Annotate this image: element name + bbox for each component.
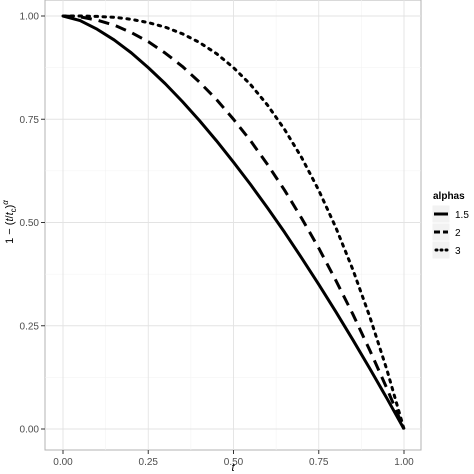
legend-items: 1.5 2 3	[431, 204, 469, 260]
y-axis-title-slash: /	[4, 214, 16, 218]
y-axis-title-alpha: α	[1, 200, 10, 205]
plot-panel	[44, 0, 422, 451]
y-tick-label: 1.00	[20, 12, 40, 23]
series-line-3	[61, 14, 406, 431]
legend-title: alphas	[433, 191, 465, 202]
legend-label-2: 2	[455, 228, 461, 239]
x-tick-label: 0.75	[309, 457, 329, 468]
legend-label-3: 3	[455, 246, 461, 257]
series-line-1.5	[62, 14, 406, 430]
y-axis-ticks: 0.00 0.25 0.50 0.75 1.00	[20, 12, 45, 436]
series-lines	[61, 14, 406, 431]
x-tick-label: 0.25	[139, 457, 159, 468]
x-axis-ticks: 0.00 0.25 0.50 0.75 1.00	[53, 450, 414, 468]
x-tick-label: 0.50	[224, 457, 244, 468]
y-tick-label: 0.75	[20, 115, 40, 126]
y-tick-label: 0.50	[20, 218, 40, 229]
legend-label-1.5: 1.5	[455, 210, 469, 221]
x-tick-label: 1.00	[394, 457, 414, 468]
series-line-2	[62, 14, 406, 430]
y-axis-title-tc: t	[4, 211, 16, 215]
y-axis-title-tc-sub: c	[9, 208, 18, 212]
y-axis-title-close: )	[4, 205, 16, 209]
legend: alphas 1.5 2 3	[431, 191, 469, 260]
y-axis-title: 1 − (t/tc)α	[1, 200, 18, 244]
x-tick-label: 0.00	[53, 457, 73, 468]
y-axis-title-t: t	[4, 218, 16, 222]
x-axis-title: t	[231, 462, 235, 474]
y-tick-label: 0.00	[20, 425, 40, 436]
y-tick-label: 0.25	[20, 321, 40, 332]
y-axis-title-pre: 1 − (	[4, 221, 16, 244]
